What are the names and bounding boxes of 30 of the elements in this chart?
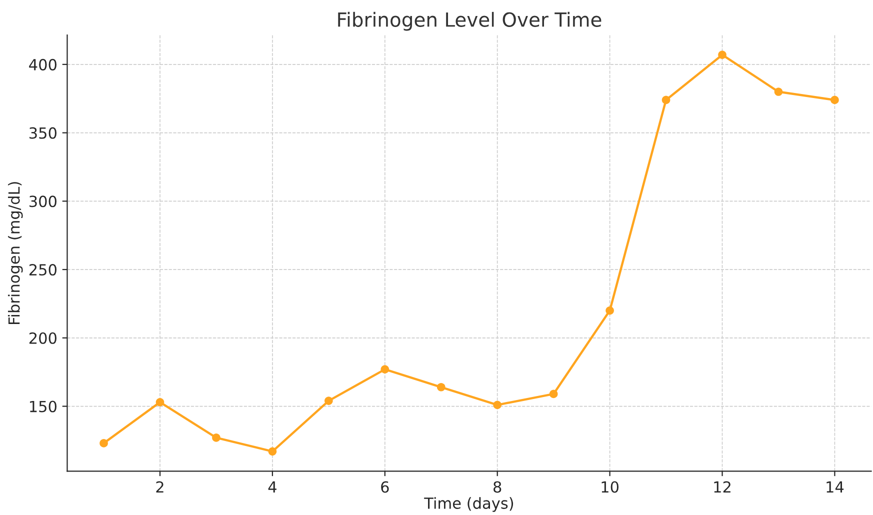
point bbox=[662, 96, 670, 104]
x-tick-label: 4 bbox=[268, 481, 276, 493]
chart-title: Fibrinogen Level Over Time bbox=[338, 12, 602, 31]
point bbox=[212, 434, 220, 442]
x-tick-label: 8 bbox=[494, 481, 502, 493]
x-tick-label: 14 bbox=[826, 481, 844, 493]
point bbox=[100, 439, 108, 448]
y-tick-label: 250 bbox=[29, 264, 56, 276]
x-tick-label: 2 bbox=[156, 481, 164, 493]
y-tick-label: 200 bbox=[29, 332, 56, 344]
point bbox=[718, 50, 726, 60]
y-tick-label: 300 bbox=[30, 196, 56, 208]
point bbox=[380, 365, 390, 374]
y-tick-label: 150 bbox=[30, 400, 56, 412]
x-tick-label: 10 bbox=[602, 481, 619, 493]
x-tick-label: 12 bbox=[714, 481, 730, 493]
point bbox=[493, 400, 502, 410]
point bbox=[549, 390, 558, 398]
point bbox=[436, 382, 446, 392]
y-tick-label: 400 bbox=[29, 58, 56, 70]
point bbox=[830, 96, 839, 104]
point bbox=[606, 306, 614, 315]
x-axis-title: Time (days) bbox=[424, 497, 514, 512]
y-tick-label: 350 bbox=[30, 127, 56, 139]
point bbox=[268, 447, 277, 456]
point bbox=[774, 88, 783, 96]
y-axis-title: Fibrinogen (mg/dL) bbox=[8, 182, 23, 324]
point bbox=[156, 398, 164, 406]
x-tick-label: 6 bbox=[381, 481, 389, 493]
point bbox=[324, 396, 333, 405]
